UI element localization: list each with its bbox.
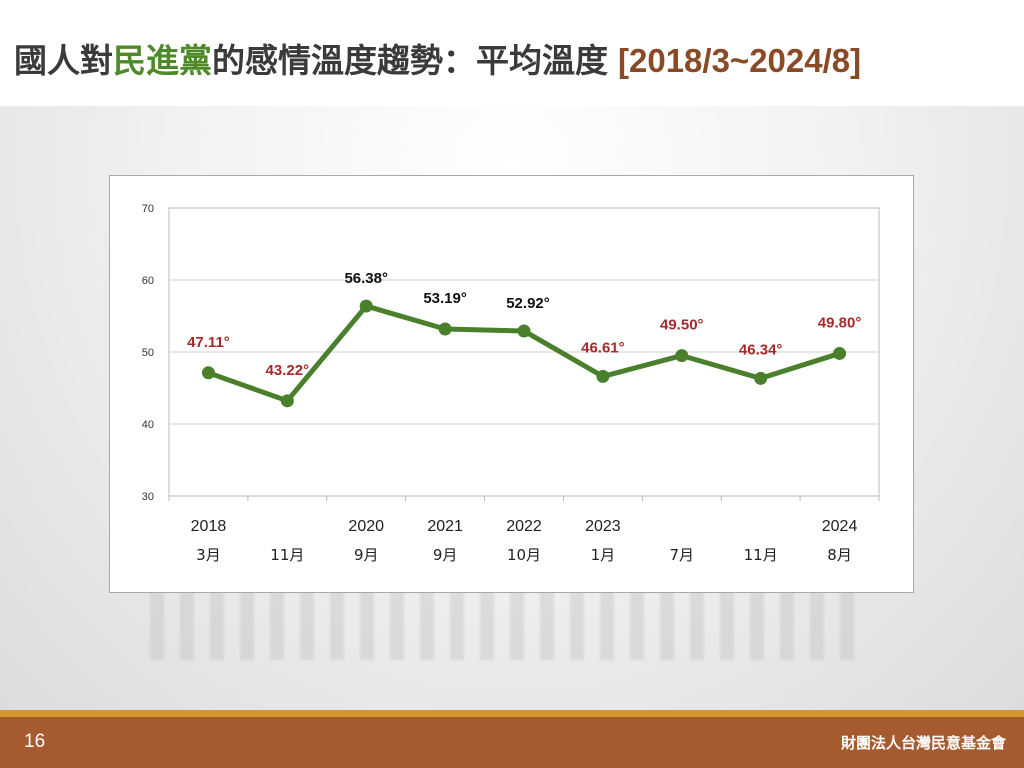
data-label: 49.80° (818, 314, 862, 331)
data-point (201, 366, 215, 380)
data-label: 52.92° (506, 295, 550, 312)
title-suffix: 的感情溫度趨勢：平均溫度 (212, 41, 608, 80)
data-point (438, 322, 452, 336)
y-tick-label: 30 (142, 491, 154, 503)
line-chart-panel: 30 40 50 60 70 2018 3月 11月 2020 9月 2021 9月 2022 10月 20… (109, 175, 914, 593)
data-label: 43.22° (266, 362, 310, 379)
y-tick-label: 70 (142, 203, 154, 215)
slide-header: 國人對民進黨的感情溫度趨勢：平均溫度 [2018/3~2024/8] (0, 0, 1024, 106)
x-tick-label-month: 7月 (670, 546, 695, 564)
x-tick-label-year: 2021 (427, 518, 463, 535)
page-number: 16 (24, 731, 46, 752)
x-tick-label-month: 1月 (591, 546, 616, 564)
data-point (517, 324, 531, 338)
background-crowd-silhouette (150, 590, 870, 660)
x-tick-label-month: 8月 (827, 546, 852, 564)
x-tick-label-month: 3月 (196, 546, 221, 564)
slide-title: 國人對民進黨的感情溫度趨勢：平均溫度 [2018/3~2024/8] (14, 34, 861, 82)
x-tick-label-year: 2024 (822, 518, 858, 535)
data-point (280, 394, 294, 408)
footer-accent-bar (0, 710, 1024, 717)
x-tick-label-month: 9月 (433, 546, 458, 564)
data-label: 46.61° (581, 339, 625, 356)
slide-footer: 16 財團法人台灣民意基金會 (0, 717, 1024, 768)
organization-name: 財團法人台灣民意基金會 (840, 734, 1006, 752)
data-label: 53.19° (423, 290, 467, 307)
data-label: 56.38° (344, 270, 388, 287)
data-point (675, 349, 689, 363)
x-tick-label-year: 2023 (585, 518, 621, 535)
y-tick-label: 40 (142, 419, 154, 431)
title-prefix: 國人對 (14, 41, 113, 80)
x-tick-label-year: 2020 (348, 518, 384, 535)
data-label: 47.11° (187, 334, 230, 351)
x-tick-label-year: 2022 (506, 518, 542, 535)
data-point (833, 346, 847, 360)
data-point (754, 371, 768, 385)
data-label: 46.34° (739, 341, 783, 358)
y-tick-label: 60 (142, 275, 154, 287)
title-date-range: [2018/3~2024/8] (618, 42, 862, 79)
x-tick-label-year: 2018 (191, 518, 227, 535)
x-tick-label-month: 11月 (744, 546, 778, 564)
x-tick-label-month: 11月 (270, 546, 304, 564)
x-tick-label-month: 10月 (507, 546, 541, 564)
y-tick-label: 50 (142, 347, 154, 359)
title-party-name: 民進黨 (113, 41, 212, 80)
data-point (596, 369, 610, 383)
data-point (359, 299, 373, 313)
x-tick-label-month: 9月 (354, 546, 379, 564)
temperature-line-chart: 30 40 50 60 70 2018 3月 11月 2020 9月 2021 9月 2022 10月 20… (142, 203, 880, 564)
data-label: 49.50° (660, 317, 704, 334)
